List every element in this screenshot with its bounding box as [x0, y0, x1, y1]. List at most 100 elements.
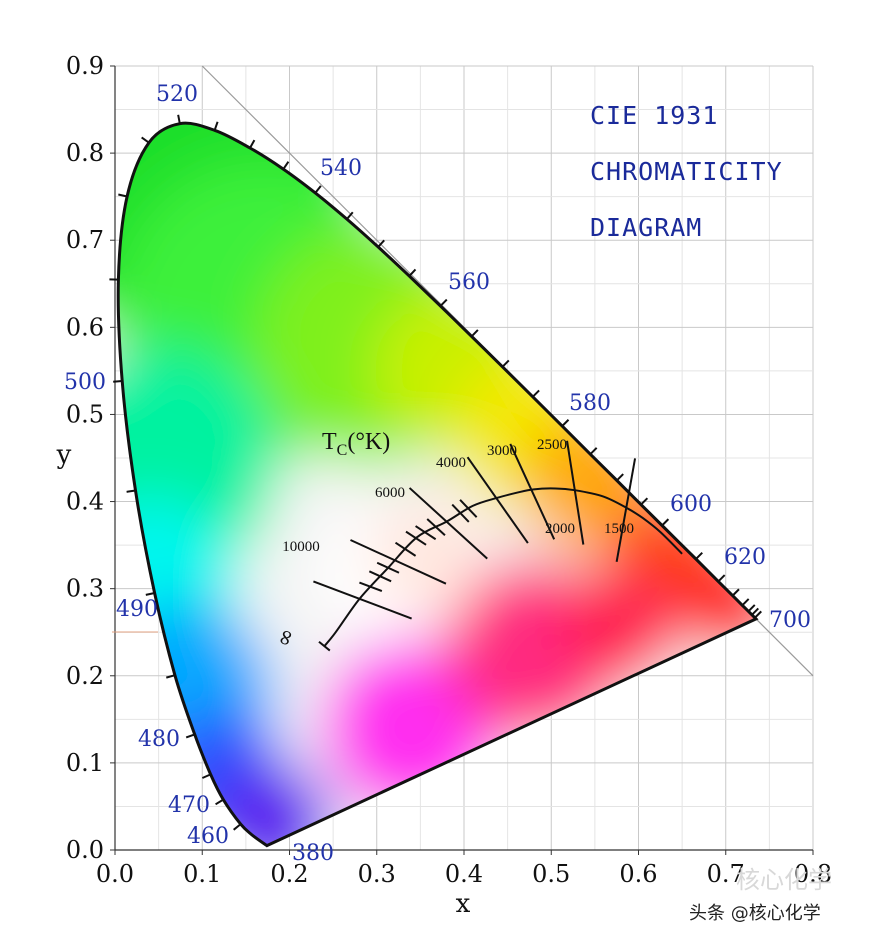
wavelength-tick [408, 268, 417, 277]
wavelength-tick [249, 139, 256, 149]
gamut-blend [118, 123, 756, 846]
infinity-end-bar [318, 640, 331, 652]
wavelength-tick [282, 161, 290, 170]
y-tick-label: 0.6 [66, 313, 104, 341]
gamut-color-blob [118, 346, 279, 587]
wavelength-label: 600 [670, 492, 712, 517]
wavelength-label: 560 [448, 270, 490, 295]
wavelength-tick [233, 823, 242, 831]
wavelength-tick [177, 114, 181, 124]
gamut-color-blob [684, 556, 756, 657]
x-tick-label: 0.2 [270, 860, 308, 888]
x-tick-label: 0.4 [445, 860, 483, 888]
chart-title-line-1: CIE 1931 [590, 101, 718, 130]
y-tick-label: 0.8 [66, 139, 104, 167]
wavelength-label: 620 [724, 545, 766, 570]
x-tick-label: 0.7 [707, 860, 745, 888]
x-tick-label: 0.6 [619, 860, 657, 888]
wavelength-label: 540 [320, 156, 362, 181]
wavelength-tick [314, 185, 322, 194]
planckian-locus [313, 440, 683, 652]
wavelength-label: 380 [292, 841, 334, 866]
gamut-color-blob [369, 493, 490, 614]
wavelength-tick [470, 329, 479, 338]
isotherm-label: 2500 [537, 437, 567, 453]
x-axis-label: x [456, 889, 471, 919]
x-tick-label: 0.3 [358, 860, 396, 888]
isotherm-line [615, 458, 637, 562]
wavelength-label: 520 [156, 82, 198, 107]
wavelength-tick [747, 604, 756, 613]
wavelength-tick [717, 574, 726, 583]
wavelength-tick [661, 518, 670, 527]
isotherm-minor-tick [376, 561, 400, 574]
y-tick-label: 0.1 [66, 749, 104, 777]
wavelength-tick [731, 588, 740, 597]
wavelength-label: 460 [187, 824, 229, 849]
spectral-locus [109, 114, 762, 848]
watermark-faint-text: 核心化学 [736, 866, 832, 894]
isotherm-label: 4000 [436, 455, 466, 471]
gamut-color-blob [212, 763, 333, 846]
isotherm-minor-tick [426, 518, 446, 536]
isotherm-line [466, 456, 529, 544]
y-tick-label: 0.9 [66, 52, 104, 80]
gamut-clip-group [118, 123, 756, 846]
wavelength-tick [695, 551, 703, 560]
isotherm-label: 3000 [487, 443, 517, 459]
x-tick-label: 0.1 [183, 860, 221, 888]
wavelength-label: 500 [64, 370, 106, 395]
wavelength-tick [532, 389, 540, 398]
tc-label: TC(°K) [322, 429, 390, 459]
wavelength-tick [113, 379, 123, 383]
spectral-locus-outline [116, 121, 759, 848]
y-tick-label: 0.7 [66, 226, 104, 254]
wavelength-label: 580 [569, 391, 611, 416]
isotherm-line [509, 443, 556, 540]
wavelength-tick [377, 239, 385, 248]
x-tick-label: 0.0 [96, 860, 134, 888]
wavelength-label: 700 [769, 608, 811, 633]
y-tick-label: 0.4 [66, 488, 104, 516]
isotherm-label: 10000 [282, 539, 320, 555]
wavelength-tick [741, 598, 750, 607]
wavelength-tick [346, 211, 354, 220]
wavelength-tick [145, 592, 155, 596]
wavelength-tick [185, 733, 195, 739]
wavelength-label: 490 [116, 597, 158, 622]
isotherm-line [408, 487, 488, 560]
wavelength-tick [118, 193, 128, 198]
wavelength-tick [126, 489, 136, 493]
chart-title-line-3: DIAGRAM [590, 213, 702, 242]
wavelength-tick [616, 473, 624, 482]
y-axis-label: y [56, 440, 72, 470]
y-tick-label: 0.5 [66, 400, 104, 428]
isotherm-line [313, 580, 412, 620]
isotherm-minor-tick [459, 499, 478, 518]
labels: 380 460 470 480 490 500 520 540 560 580 600 620 700 1… [64, 82, 811, 866]
y-tick-label: 0.0 [66, 836, 104, 864]
wavelength-tick [589, 447, 598, 455]
isotherm-minor-tick [405, 530, 427, 546]
isotherm-line [566, 440, 585, 545]
wavelength-tick [141, 136, 150, 144]
watermark-text: 头条 @核心化学 [689, 903, 821, 924]
isotherm-minor-tick [394, 541, 417, 557]
isotherm-minor-tick [368, 570, 392, 583]
x-tick-label: 0.8 [794, 860, 832, 888]
wavelength-tick [561, 419, 570, 427]
chart-title-line-2: CHROMATICITY [590, 157, 783, 186]
isotherm-label: 1500 [604, 521, 634, 537]
isotherm-minor-tick [415, 525, 437, 541]
isotherm-label: 2000 [545, 521, 575, 537]
gamut-color-fill [118, 123, 756, 846]
wavelength-tick [754, 610, 762, 619]
wavelength-tick [213, 121, 219, 131]
wavelength-tick [201, 773, 212, 779]
wavelength-tick [640, 497, 649, 506]
wavelength-label: 470 [168, 793, 210, 818]
isotherm-label: 6000 [375, 485, 405, 501]
wavelength-tick [166, 674, 176, 679]
wavelength-tick [751, 607, 759, 616]
